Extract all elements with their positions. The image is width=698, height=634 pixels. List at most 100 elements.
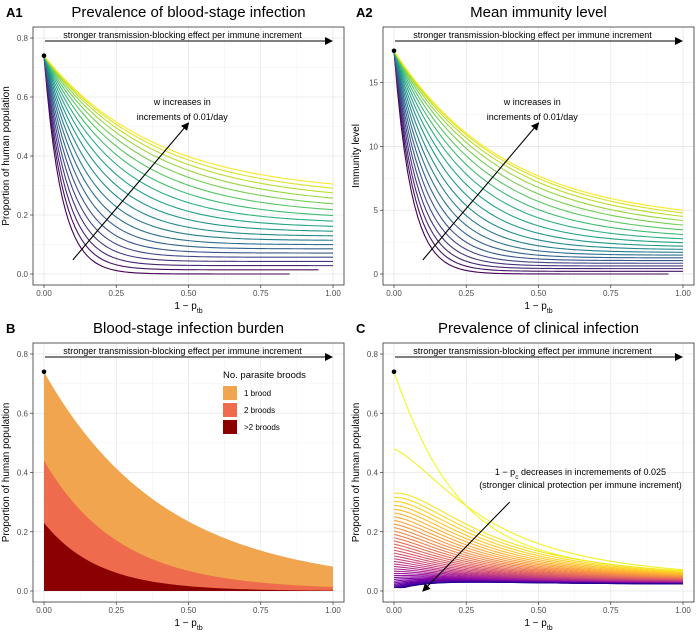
- start-point: [391, 369, 397, 375]
- series-line: [393, 581, 684, 589]
- y-tick-label: 0.0: [17, 587, 29, 596]
- x-tick-label: 0.75: [253, 606, 269, 615]
- top-annotation: stronger transmission-blocking effect pe…: [413, 30, 652, 40]
- x-tick-label: 0.00: [386, 289, 402, 298]
- y-tick-label: 0.6: [17, 93, 29, 102]
- x-axis-label: 1 − ptb: [524, 618, 552, 632]
- series-line: [393, 50, 683, 264]
- x-axis-label-sub: tb: [197, 625, 203, 632]
- series-line: [393, 496, 684, 573]
- y-axis-label: Proportion of human population: [1, 403, 12, 543]
- x-tick-label: 0.50: [181, 289, 197, 298]
- x-axis-label: 1 − ptb: [174, 301, 202, 315]
- plot-data: [44, 371, 333, 591]
- series-line: [43, 55, 333, 250]
- x-tick-label: 0.25: [108, 289, 124, 298]
- top-annotation: stronger transmission-blocking effect pe…: [63, 346, 302, 356]
- series-line: [393, 50, 684, 226]
- series-line: [393, 50, 684, 253]
- panel-label: C: [356, 321, 366, 336]
- legend-label: >2 broods: [244, 423, 280, 432]
- series-line: [393, 500, 684, 574]
- series-line: [393, 50, 684, 211]
- series-line: [393, 50, 684, 247]
- legend-label: 1 brood: [244, 389, 271, 398]
- panel-title: Blood-stage infection burden: [93, 320, 284, 337]
- panel-border: [32, 342, 345, 603]
- y-tick-label: 0.8: [367, 350, 379, 359]
- start-point: [41, 369, 47, 375]
- y-tick-label: 0.8: [17, 350, 29, 359]
- series-line: [393, 512, 684, 576]
- x-tick-label: 0.75: [253, 289, 269, 298]
- series-line: [43, 55, 334, 241]
- x-tick-label: 0.50: [181, 606, 197, 615]
- series-line: [393, 530, 684, 579]
- legend-title: No. parasite broods: [223, 370, 306, 381]
- mid-annotation-1: w increases in: [503, 97, 561, 107]
- series-line: [393, 50, 684, 222]
- x-tick-label: 1.00: [675, 606, 691, 615]
- legend-swatch: [223, 420, 237, 434]
- y-tick-label: 0.4: [17, 152, 29, 161]
- x-tick-label: 1.00: [325, 289, 341, 298]
- y-tick-label: 0.2: [17, 528, 29, 537]
- x-axis-label-main: 1 − p: [524, 301, 547, 312]
- x-tick-label: 0.00: [36, 289, 52, 298]
- series-line: [393, 50, 683, 270]
- x-axis-label-main: 1 − p: [524, 618, 547, 629]
- x-axis-label-sub: tb: [547, 625, 553, 632]
- x-tick-label: 0.75: [603, 289, 619, 298]
- series-line: [43, 55, 334, 199]
- plot-data: [43, 55, 334, 275]
- panel-border: [382, 26, 695, 286]
- series-line: [43, 55, 334, 189]
- y-axis-label: Proportion of human population: [351, 403, 362, 543]
- series-line: [393, 50, 683, 259]
- series-line: [43, 55, 319, 271]
- x-axis-label-main: 1 − p: [174, 301, 197, 312]
- series-line: [393, 50, 684, 256]
- y-tick-label: 0.4: [17, 469, 29, 478]
- top-annotation: stronger transmission-blocking effect pe…: [63, 30, 302, 40]
- x-tick-label: 0.25: [458, 606, 474, 615]
- legend-swatch: [223, 403, 237, 417]
- x-axis-label: 1 − ptb: [174, 618, 202, 632]
- series-line: [393, 504, 684, 575]
- x-tick-label: 0.75: [603, 606, 619, 615]
- x-tick-label: 0.25: [458, 289, 474, 298]
- series-line: [393, 50, 684, 236]
- legend: No. parasite broods 1 brood 2 broods >2 bro…: [223, 370, 306, 434]
- series-line: [43, 55, 334, 222]
- x-axis-label: 1 − ptb: [524, 301, 552, 315]
- y-tick-label: 5: [374, 206, 379, 215]
- x-tick-label: 0.00: [386, 606, 402, 615]
- area-1-brood: [44, 371, 333, 591]
- panel-border: [32, 26, 345, 286]
- y-tick-label: 0.0: [367, 587, 379, 596]
- y-tick-label: 0.6: [367, 409, 379, 418]
- w-arrow: [422, 122, 540, 261]
- series-line: [43, 55, 333, 267]
- mid-annotation-2: increments of 0.01/day: [487, 112, 579, 122]
- plot-data: [393, 50, 684, 275]
- mid-annotation-2: (stronger clinical protection per immune…: [479, 480, 682, 490]
- series-line: [43, 55, 334, 227]
- y-tick-label: 0.4: [367, 469, 379, 478]
- y-tick-label: 0.6: [17, 409, 29, 418]
- x-tick-label: 0.50: [531, 606, 547, 615]
- y-tick-label: 0.2: [17, 211, 29, 220]
- series-line: [393, 516, 684, 577]
- area-2-broods: [44, 522, 333, 591]
- series-line: [43, 55, 290, 275]
- series-line: [393, 492, 684, 572]
- series-line: [43, 55, 333, 258]
- series-line: [43, 55, 334, 205]
- mid-annotation-part: 1 − p: [495, 467, 515, 477]
- mid-annotation-part: decreases in incremements of 0.025: [518, 467, 666, 477]
- panel-label: A2: [356, 5, 373, 20]
- series-line: [43, 55, 334, 237]
- series-line: [393, 448, 684, 571]
- area-2-broods: [44, 460, 333, 591]
